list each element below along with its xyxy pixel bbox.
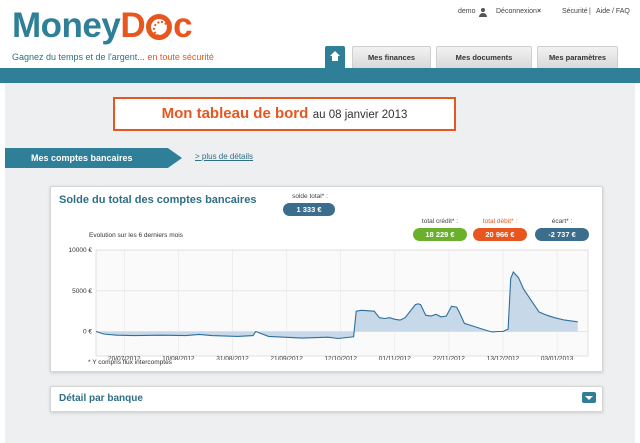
- section-tab-comptes-bancaires[interactable]: Mes comptes bancaires: [5, 148, 182, 168]
- total-balance-badge: 1 333 €: [283, 203, 335, 216]
- ecart-badge: -2 737 €: [535, 228, 589, 241]
- username: demo: [458, 8, 476, 15]
- nav-bar: [0, 68, 640, 83]
- chevron-down-icon[interactable]: [582, 392, 596, 403]
- total-credit-label: total crédit* :: [421, 218, 459, 225]
- more-details-link[interactable]: > plus de détails: [195, 152, 254, 161]
- home-icon[interactable]: [325, 46, 345, 68]
- evolution-label: Evolution sur les 6 derniers mois: [89, 232, 183, 239]
- chart-area-layer: [95, 270, 578, 340]
- total-balance-label: solde total* :: [292, 193, 328, 200]
- balance-chart: 10000 € 5000 € 0 € 20/07/2012 10/08/2012 31/…: [69, 247, 589, 361]
- x-tick-label: 03/01/2013: [541, 356, 574, 361]
- ecart-label: écart* :: [551, 218, 573, 225]
- tagline: Gagnez du temps et de l'argent... en tou…: [12, 52, 214, 62]
- x-tick-label: 12/10/2012: [324, 356, 357, 361]
- total-debit-label: total débit* :: [482, 218, 518, 225]
- x-tick-label: 21/09/2012: [270, 356, 303, 361]
- tab-mes-documents[interactable]: Mes documents: [436, 46, 532, 68]
- footnote: * Y compris flux intercomptes: [88, 359, 172, 366]
- x-tick-label: 31/08/2012: [216, 356, 249, 361]
- series-area: [96, 272, 578, 339]
- y-tick-label: 10000 €: [69, 247, 93, 254]
- logout-link[interactable]: Déconnexion: [496, 8, 537, 15]
- y-tick-label: 0 €: [83, 329, 92, 336]
- logout-icon[interactable]: ×: [537, 8, 542, 15]
- x-axis-labels: 20/07/2012 10/08/2012 31/08/2012 21/09/2012…: [108, 356, 574, 361]
- balance-card-title: Solde du total des comptes bancaires: [59, 194, 257, 206]
- y-tick-label: 5000 €: [72, 288, 92, 295]
- help-faq-link[interactable]: Aide / FAQ: [596, 8, 630, 15]
- x-tick-label: 13/12/2012: [487, 356, 520, 361]
- page-date: au 08 janvier 2013: [312, 109, 408, 121]
- total-credit-badge: 18 229 €: [413, 228, 467, 241]
- tab-mes-finances[interactable]: Mes finances: [352, 46, 431, 68]
- bank-detail-title: Détail par banque: [59, 393, 143, 404]
- bank-detail-card[interactable]: [50, 386, 603, 412]
- x-tick-label: 01/11/2012: [379, 356, 411, 361]
- clock-logo-icon: [146, 14, 173, 40]
- y-axis-labels: 10000 € 5000 € 0 €: [69, 247, 93, 336]
- x-tick-label: 20/07/2012: [108, 356, 141, 361]
- moneydoc-logo[interactable]: MoneyD c: [12, 6, 193, 45]
- total-debit-badge: 20 966 €: [473, 228, 527, 241]
- separator: |: [589, 8, 591, 15]
- dashboard-header: Mon tableau de bord au 08 janvier 2013: [113, 97, 456, 131]
- series-line: [95, 270, 578, 340]
- x-tick-label: 22/11/2012: [433, 356, 465, 361]
- x-tick-label: 10/08/2012: [162, 356, 195, 361]
- tab-mes-parametres[interactable]: Mes paramètres: [537, 46, 618, 68]
- user-icon: [479, 8, 487, 17]
- security-link[interactable]: Sécurité: [562, 8, 588, 15]
- page-title: Mon tableau de bord: [161, 105, 309, 122]
